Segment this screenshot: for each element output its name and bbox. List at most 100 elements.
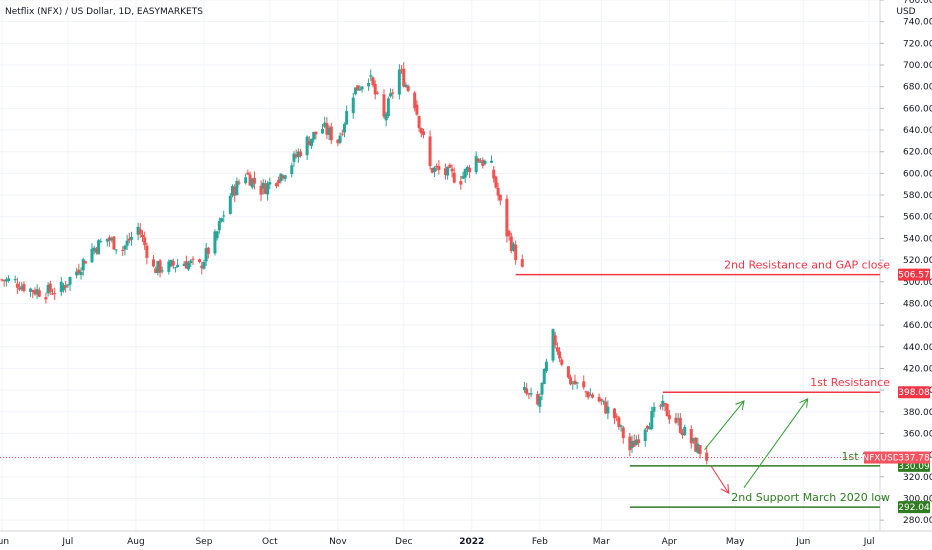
level-price-tag (898, 386, 930, 399)
level-price-tag (898, 268, 930, 281)
candle-body (509, 236, 513, 252)
candle-body (138, 229, 142, 235)
y-tick-label: 440.00 (903, 343, 932, 353)
candle-body (268, 181, 272, 185)
candle-body (15, 283, 19, 288)
x-tick-label: Dec (395, 537, 412, 547)
candle-body (496, 187, 500, 196)
x-tick-label: Apr (662, 537, 678, 547)
candle-body (68, 277, 72, 285)
candle-body (125, 240, 129, 246)
x-tick-label: Oct (262, 537, 278, 547)
candle-body (92, 247, 96, 252)
candle-body (678, 417, 682, 433)
candle-body (705, 452, 709, 461)
candle-body (505, 198, 509, 237)
candle-body (182, 263, 186, 266)
candle-body (582, 381, 586, 388)
candle-body (522, 387, 526, 391)
candle-body (310, 138, 314, 146)
candle-body (663, 402, 667, 406)
candle-body (674, 417, 678, 423)
candle-body (294, 154, 298, 157)
levels: 2nd Resistance and GAP close 506.57 1st Re… (0, 259, 930, 514)
candle-body (329, 126, 333, 141)
candle-body (404, 84, 408, 87)
y-tick-label: 720.00 (903, 39, 932, 49)
candle-body (83, 261, 87, 264)
y-tick-label: 360.00 (903, 429, 932, 439)
candle-body (367, 82, 371, 87)
candle-body (490, 160, 494, 163)
candle-body (233, 186, 237, 196)
candle-body (46, 285, 50, 294)
candle-body (555, 347, 559, 352)
y-axis: 280.00300.00320.00340.00360.00380.00400.… (879, 0, 932, 531)
y-tick-label: 600.00 (903, 169, 932, 179)
candle-body (483, 160, 487, 165)
candle-body (463, 169, 467, 178)
candle-body (448, 164, 452, 168)
level-label: 2nd Resistance and GAP close (724, 259, 890, 272)
candle-body (274, 183, 278, 187)
candle-body (569, 377, 573, 385)
candle-body (421, 131, 425, 135)
candle-body (18, 287, 22, 290)
level-price-tag (898, 501, 930, 514)
candle-body (621, 427, 625, 439)
candle-body (481, 159, 485, 166)
candle-body (604, 401, 608, 414)
x-tick-label: Jun (0, 537, 9, 547)
x-axis: Jun Jul Aug Sep Oct Nov Dec 2022 Feb Mar Apr May Jun… (0, 530, 932, 547)
candle-body (591, 394, 595, 398)
candle-body (373, 84, 377, 95)
candle-body (292, 153, 296, 162)
candle-body (112, 236, 116, 250)
candle-body (323, 122, 327, 127)
candle-body (689, 429, 693, 444)
candle-body (527, 393, 531, 395)
candle-body (35, 289, 39, 295)
candle-body (544, 361, 548, 372)
candle-body (446, 166, 450, 176)
candle-body (615, 415, 619, 417)
candle-body (542, 368, 546, 385)
candle-body (683, 426, 687, 436)
x-tick-label: Feb (532, 537, 548, 547)
chart-title: Netflix (NFX) / US Dollar, 1D, EASYMARKE… (5, 7, 203, 17)
candle-body (75, 271, 79, 276)
candle-body (643, 429, 647, 441)
y-tick-label: 680.00 (903, 83, 932, 93)
candle-body (283, 175, 287, 179)
level-price-tag-text: 330.09 (898, 462, 930, 472)
candle-body (584, 391, 588, 393)
candle-body (4, 279, 8, 282)
candle-body (612, 408, 616, 419)
candle-body (279, 173, 283, 182)
candle-body (468, 167, 472, 173)
candle-body (634, 439, 638, 445)
arrows (704, 397, 809, 494)
candle-body (652, 407, 656, 412)
candle-body (312, 131, 316, 140)
candle-body (235, 181, 239, 196)
candle-body (628, 436, 632, 451)
candles (0, 62, 709, 465)
candle-body (529, 392, 533, 395)
candle-body (108, 237, 112, 241)
candle-body (551, 329, 555, 361)
candle-body (263, 183, 267, 194)
x-tick-label: May (726, 537, 745, 547)
candle-body (665, 403, 669, 417)
candle-body (645, 426, 649, 429)
level-price-tag-text: 506.57 (898, 271, 930, 281)
candle-body (345, 110, 349, 125)
y-tick-label: 740.00 (903, 18, 932, 28)
candle-body (173, 267, 177, 269)
candle-body (571, 382, 575, 384)
candle-body (0, 279, 4, 281)
y-tick-label: 660.00 (903, 104, 932, 114)
trend-arrow-head (735, 400, 745, 410)
